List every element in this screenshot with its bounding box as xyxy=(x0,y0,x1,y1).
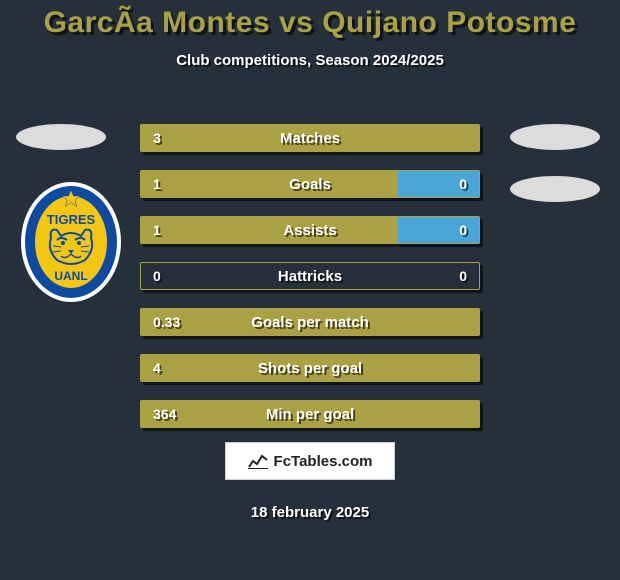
brand-badge: FcTables.com xyxy=(225,442,395,480)
stat-row: 00Hattricks xyxy=(140,262,480,290)
stat-label: Min per goal xyxy=(141,406,479,423)
stat-label: Matches xyxy=(141,130,479,147)
stat-label: Shots per goal xyxy=(141,360,479,377)
brand-text: FcTables.com xyxy=(274,453,373,470)
player-badge-right-1 xyxy=(510,124,600,150)
player-badge-right-2 xyxy=(510,176,600,202)
stat-row: 4Shots per goal xyxy=(140,354,480,382)
stat-label: Assists xyxy=(141,222,479,239)
stat-row: 3Matches xyxy=(140,124,480,152)
stat-row: 10Goals xyxy=(140,170,480,198)
stat-label: Goals per match xyxy=(141,314,479,331)
date-text: 18 february 2025 xyxy=(0,504,620,521)
svg-text:UANL: UANL xyxy=(54,269,87,283)
stat-label: Hattricks xyxy=(141,268,479,285)
svg-text:TIGRES: TIGRES xyxy=(47,212,96,227)
page-title: GarcÃ­a Montes vs Quijano Potosme xyxy=(0,0,620,40)
club-badge-tigres: TIGRES UANL xyxy=(20,180,122,304)
infographic-container: GarcÃ­a Montes vs Quijano Potosme Club c… xyxy=(0,0,620,580)
subtitle: Club competitions, Season 2024/2025 xyxy=(0,52,620,69)
stat-row: 0.33Goals per match xyxy=(140,308,480,336)
stat-row: 10Assists xyxy=(140,216,480,244)
stat-row: 364Min per goal xyxy=(140,400,480,428)
player-badge-left xyxy=(16,124,106,150)
brand-icon xyxy=(248,453,268,469)
stat-label: Goals xyxy=(141,176,479,193)
stats-rows-container: 3Matches 10Goals 10Assists 00Hattricks 0.33G… xyxy=(140,124,480,446)
